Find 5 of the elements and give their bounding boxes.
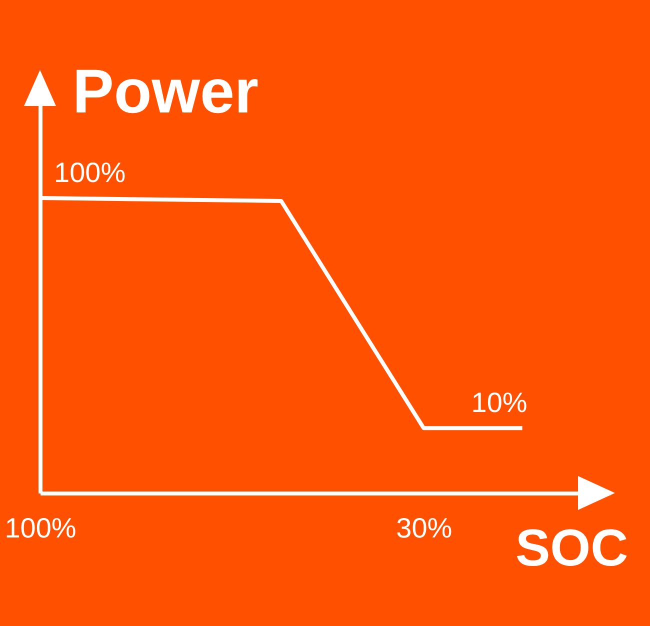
annotation: 100% [54, 157, 126, 188]
x-tick-label: 30% [396, 512, 452, 544]
x-axis-title: SOC [516, 520, 628, 578]
y-axis-title: Power [72, 58, 259, 126]
annotation: 10% [471, 387, 528, 418]
